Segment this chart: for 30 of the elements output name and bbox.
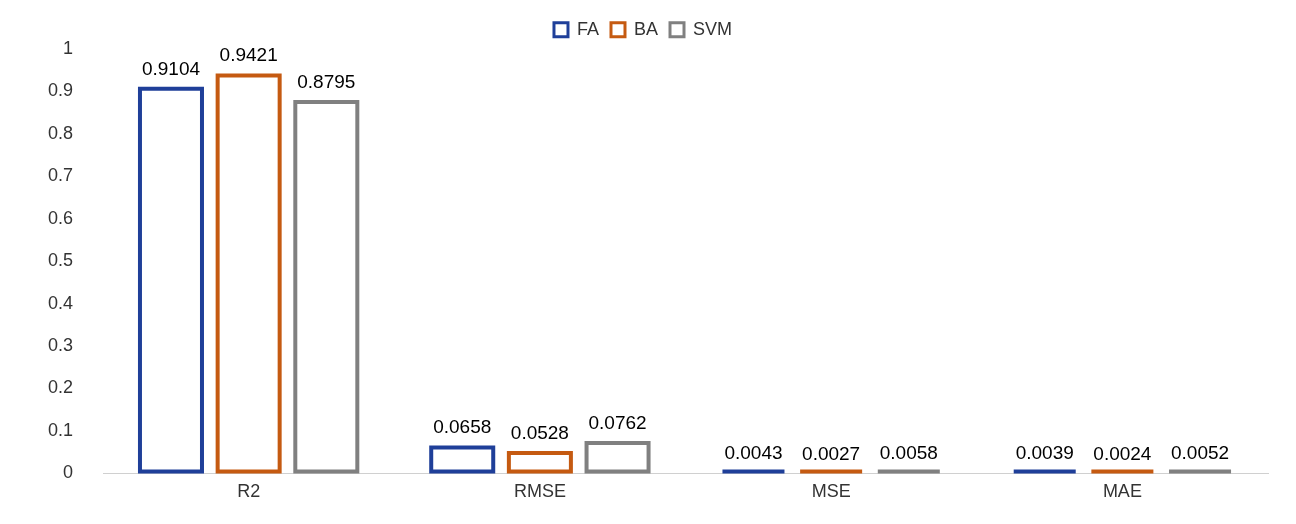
data-label: 0.0052 (1170, 441, 1230, 463)
legend-label: FA (576, 18, 599, 39)
data-label: 0.8795 (297, 70, 356, 92)
y-tick-label: 1 (63, 37, 74, 58)
y-tick-label: 0.5 (47, 250, 74, 271)
y-tick-label: 0.2 (47, 377, 74, 398)
data-label: 0.9421 (219, 44, 278, 66)
data-label: 0.0762 (588, 411, 647, 433)
y-tick-label: 0.1 (47, 419, 74, 440)
y-tick-label: 0.3 (47, 334, 74, 355)
data-label: 0.0043 (724, 442, 783, 464)
data-label: 0.9104 (141, 57, 201, 79)
data-label: 0.0027 (802, 442, 861, 464)
data-label: 0.0058 (879, 441, 938, 463)
data-label: 0.0528 (510, 421, 569, 443)
x-tick-label: MSE (811, 481, 851, 502)
y-tick-label: 0.6 (47, 207, 74, 228)
x-tick-label: MAE (1102, 481, 1142, 502)
y-tick-label: 0.4 (47, 292, 74, 313)
data-label: 0.0024 (1093, 443, 1152, 465)
y-tick-label: 0.7 (47, 165, 74, 186)
legend-label: BA (634, 18, 659, 39)
x-tick-label: RMSE (513, 481, 566, 502)
y-tick-label: 0 (63, 462, 74, 483)
y-tick-label: 0.9 (47, 80, 74, 101)
x-tick-label: R2 (237, 481, 261, 502)
data-label: 0.0658 (433, 416, 492, 438)
legend-label: SVM (693, 18, 733, 39)
data-label: 0.0039 (1015, 442, 1074, 464)
y-tick-label: 0.8 (47, 122, 74, 143)
